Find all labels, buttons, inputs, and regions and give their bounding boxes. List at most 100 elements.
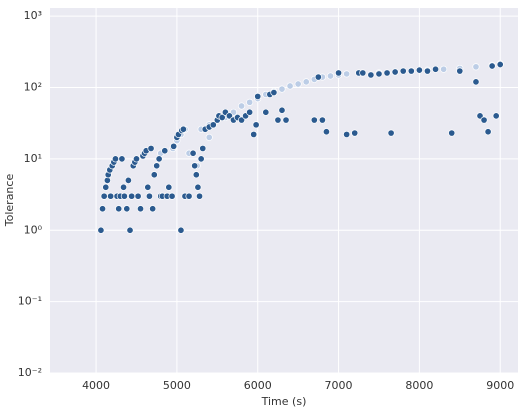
point <box>128 192 136 200</box>
point <box>326 72 335 80</box>
y-tick-label: 10¹ <box>24 152 42 165</box>
point <box>191 162 199 170</box>
point <box>250 130 258 138</box>
point <box>278 106 286 114</box>
point <box>185 192 193 200</box>
point <box>194 183 202 191</box>
point <box>415 66 423 74</box>
point <box>126 226 134 234</box>
point <box>274 116 282 124</box>
y-tick-label: 10⁻¹ <box>18 295 42 308</box>
point <box>107 192 115 200</box>
x-tick-label: 6000 <box>244 379 272 392</box>
x-tick-label: 8000 <box>405 379 433 392</box>
point <box>391 68 399 76</box>
point <box>294 80 302 88</box>
point <box>383 69 391 77</box>
point <box>351 129 359 137</box>
point <box>318 116 326 124</box>
x-tick-label: 9000 <box>486 379 514 392</box>
point <box>262 108 270 116</box>
point <box>98 205 107 213</box>
y-axis-label: Tolerance <box>3 174 16 228</box>
point <box>375 70 383 78</box>
x-tick-label: 7000 <box>325 379 353 392</box>
point <box>197 155 205 163</box>
point <box>472 78 480 86</box>
point <box>144 183 152 191</box>
point <box>145 192 153 200</box>
y-tick-label: 10⁰ <box>24 223 43 236</box>
point <box>456 67 464 75</box>
point <box>179 125 187 133</box>
point <box>189 149 197 157</box>
point <box>448 129 456 137</box>
point <box>270 88 278 97</box>
point <box>192 171 200 179</box>
point <box>484 128 492 136</box>
point <box>118 155 126 163</box>
point <box>387 129 395 137</box>
point <box>136 205 145 213</box>
point <box>488 62 496 70</box>
point <box>161 147 169 155</box>
point <box>423 67 432 75</box>
point <box>168 192 176 200</box>
point <box>165 183 173 191</box>
x-axis-label: Time (s) <box>261 395 307 408</box>
point <box>322 128 330 136</box>
point <box>367 71 375 79</box>
point <box>246 98 254 106</box>
point <box>286 82 294 90</box>
point <box>246 108 254 116</box>
point <box>195 192 204 200</box>
y-tick-label: 10³ <box>24 9 42 22</box>
point <box>218 113 226 122</box>
point <box>149 205 157 213</box>
point <box>132 155 141 163</box>
point <box>496 60 504 69</box>
y-tick-label: 10² <box>24 81 42 94</box>
point <box>134 192 142 200</box>
point <box>282 116 290 124</box>
point <box>150 171 158 179</box>
point <box>120 183 128 191</box>
point <box>209 121 217 129</box>
x-tick-label: 5000 <box>163 379 191 392</box>
point <box>100 192 108 200</box>
point <box>359 69 367 77</box>
point <box>238 102 246 110</box>
y-tick-label: 10⁻² <box>18 366 42 379</box>
point <box>440 65 448 73</box>
point <box>407 67 415 75</box>
point <box>335 69 343 77</box>
point <box>120 192 128 200</box>
point <box>432 65 440 73</box>
point <box>252 121 260 129</box>
point <box>97 226 105 234</box>
point <box>170 142 178 150</box>
point <box>147 144 155 152</box>
point <box>480 116 488 124</box>
point <box>124 176 132 184</box>
point <box>254 92 262 100</box>
point <box>102 183 110 191</box>
point <box>492 112 500 120</box>
point <box>310 116 318 124</box>
point <box>115 205 123 213</box>
point <box>343 130 351 138</box>
point <box>278 85 286 93</box>
point <box>199 144 207 152</box>
point <box>314 73 322 81</box>
point <box>472 63 480 71</box>
x-tick-label: 4000 <box>82 379 110 392</box>
point <box>302 78 310 86</box>
point <box>205 133 213 141</box>
point <box>399 67 407 75</box>
point <box>153 162 161 170</box>
plot-area <box>50 8 518 373</box>
point <box>123 205 131 213</box>
point <box>177 226 185 234</box>
point <box>155 155 163 163</box>
